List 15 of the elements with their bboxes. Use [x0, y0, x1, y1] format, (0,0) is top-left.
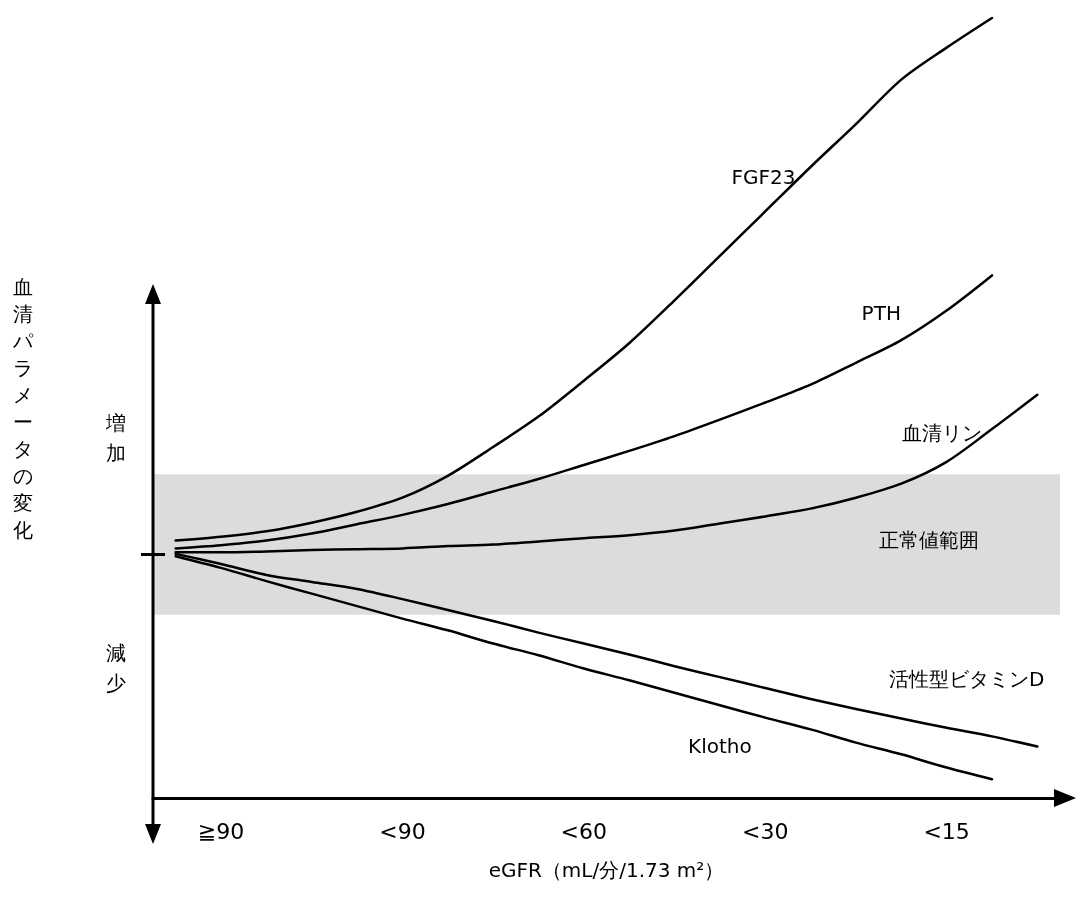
x-tick-label: <30: [742, 818, 789, 844]
band-label: 正常値範囲: [878, 528, 979, 553]
series-label: FGF23: [731, 164, 796, 189]
text: 血清パラメータの変化: [13, 274, 33, 542]
series-label: 活性型ビタミンD: [888, 666, 1045, 691]
x-tick-label: ≧90: [197, 818, 245, 844]
x-axis-title: eGFR（mL/分/1.73 m²）: [488, 858, 725, 882]
series-label: Klotho: [688, 734, 752, 759]
x-tick-label: <90: [379, 818, 426, 844]
series-label: PTH: [861, 301, 901, 326]
series-label: 血清リン: [901, 420, 982, 445]
x-tick-label: <15: [923, 818, 970, 844]
text: 減少: [106, 642, 126, 694]
x-tick-label: <60: [560, 818, 608, 844]
text: 増加: [105, 412, 126, 464]
